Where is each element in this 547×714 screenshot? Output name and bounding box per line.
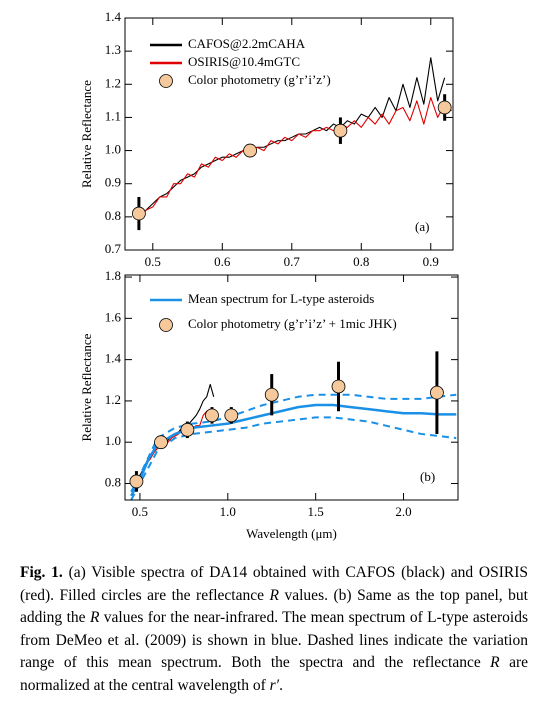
axes-frame	[124, 274, 459, 501]
caption-text: values for the near-infrared. The mean s…	[20, 609, 528, 671]
photometry-point	[331, 379, 346, 394]
caption-text: are normalized at the central wavelength…	[20, 654, 529, 694]
x-tick-label: 0.8	[353, 254, 369, 269]
x-tick-label: 0.9	[423, 254, 439, 269]
x-tick-label: 0.6	[214, 254, 231, 269]
legend-label: Mean spectrum for L-type asteroids	[188, 291, 374, 306]
spectrum-line	[138, 96, 452, 221]
spectrum-line	[138, 57, 446, 218]
photometry-point	[154, 435, 168, 450]
legend-label: CAFOS@2.2mCAHA	[188, 36, 306, 51]
legend-marker	[159, 318, 173, 332]
photometry-point	[437, 100, 452, 115]
legend-label: Color photometry (g’r’i’z’)	[188, 72, 331, 87]
y-tick-label: 1.0	[105, 142, 121, 157]
axes-frame	[124, 17, 454, 251]
panel-label: (a)	[415, 219, 429, 234]
caption-label: Fig. 1.	[20, 564, 63, 581]
legend-label: Color photometry (g’r’i’z’ + 1mic JHK)	[188, 316, 397, 331]
photometry-point	[243, 143, 257, 158]
photometry-point	[129, 474, 144, 489]
photometry-point	[333, 123, 348, 138]
x-tick-label: 0.7	[284, 254, 301, 269]
y-tick-label: 1.8	[105, 268, 121, 283]
y-tick-label: 1.3	[105, 42, 121, 57]
legend-label: OSIRIS@10.4mGTC	[188, 54, 300, 69]
y-tick-label: 1.4	[105, 351, 122, 366]
caption-text: (a) Visible spectra of DA14 obtained wit…	[20, 564, 528, 604]
plot-area	[138, 57, 452, 221]
x-tick-label: 0.5	[145, 254, 161, 269]
caption-text: values. (b) Same as the top panel, but a…	[20, 586, 528, 627]
photometry-point	[264, 387, 279, 402]
y-axis-label: Relative Reflectance	[79, 80, 94, 188]
photometry-point	[430, 385, 444, 400]
photometry-point	[224, 408, 239, 423]
y-tick-label: 1.2	[105, 75, 121, 90]
y-tick-label: 1.6	[105, 309, 122, 324]
caption-text: .	[279, 676, 283, 694]
x-tick-label: 0.5	[132, 504, 148, 519]
caption-text: R	[490, 654, 500, 671]
panel-label: (b)	[420, 469, 435, 484]
spectrum-line	[130, 403, 457, 497]
spectrum-line	[135, 408, 215, 486]
plot-area	[130, 383, 457, 500]
x-tick-label: 2.0	[395, 504, 411, 519]
y-tick-label: 1.0	[105, 433, 121, 448]
caption-text: R	[89, 609, 100, 626]
y-tick-label: 1.2	[105, 392, 121, 407]
y-tick-label: 0.7	[105, 241, 122, 256]
photometry-point	[205, 408, 219, 423]
figure: 0.5 0.6 0.7 0.8 0.9 0.7 0.8 0.9 1.0 1.1 1.2 1.3 1.4 R…	[79, 9, 459, 541]
x-tick-label: 1.0	[220, 504, 236, 519]
x-tick-label: 1.5	[308, 504, 324, 519]
y-tick-label: 1.4	[105, 9, 122, 24]
caption-text: R	[269, 586, 279, 604]
photometry-point	[131, 206, 146, 221]
photometry-point	[180, 422, 195, 437]
y-tick-label: 1.1	[105, 108, 121, 123]
caption: Fig. 1. (a) Visible spectra of DA14 obta…	[20, 562, 528, 697]
x-axis-label: Wavelength (μm)	[246, 526, 337, 541]
y-axis-label: Relative Reflectance	[79, 333, 94, 441]
y-tick-label: 0.8	[105, 208, 121, 223]
range-line	[130, 416, 457, 500]
legend-marker	[159, 74, 173, 88]
caption-text: r′	[269, 676, 280, 694]
y-tick-label: 0.8	[105, 474, 121, 489]
y-tick-label: 0.9	[105, 175, 121, 190]
range-line	[130, 393, 457, 493]
